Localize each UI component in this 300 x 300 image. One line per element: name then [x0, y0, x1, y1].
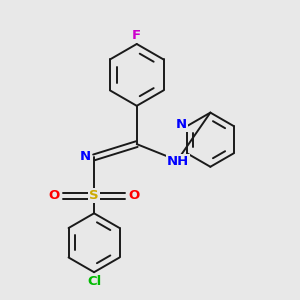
Text: F: F — [132, 29, 141, 42]
Text: O: O — [128, 189, 140, 202]
Text: N: N — [80, 150, 92, 163]
Text: NH: NH — [167, 155, 189, 168]
Text: N: N — [176, 118, 187, 131]
Text: Cl: Cl — [87, 275, 101, 288]
Text: O: O — [49, 189, 60, 202]
Text: S: S — [89, 189, 99, 202]
